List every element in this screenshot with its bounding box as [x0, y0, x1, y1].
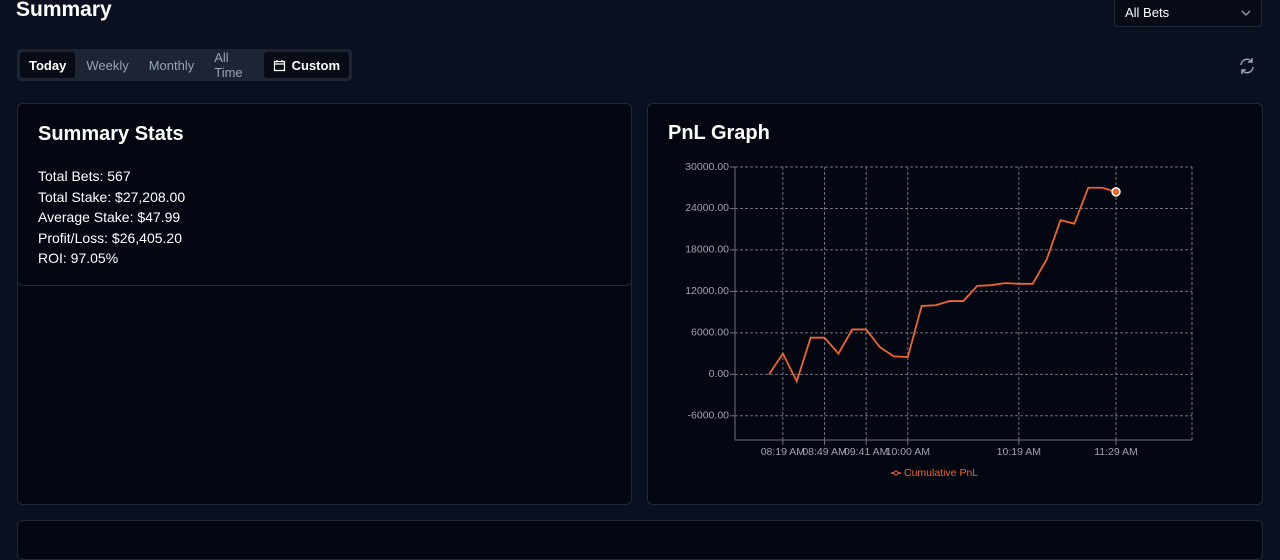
calendar-icon: [273, 59, 285, 71]
chart-title: PnL Graph: [668, 122, 770, 144]
period-tab[interactable]: Monthly: [140, 52, 204, 78]
x-tick-label: 08:19 AM: [761, 446, 805, 458]
stat-line: Average Stake: $47.99: [38, 209, 181, 225]
y-tick-label: 30000.00: [685, 161, 729, 173]
x-tick-label: 08:49 AM: [802, 446, 846, 458]
y-tick-label: 24000.00: [685, 202, 729, 214]
x-tick-label: 10:19 AM: [997, 446, 1041, 458]
stats-title: Summary Stats: [38, 123, 184, 145]
y-tick-label: 6000.00: [691, 327, 729, 339]
tab-label: Today: [29, 57, 67, 73]
tab-label: All Time: [214, 50, 243, 80]
period-tab[interactable]: All Time: [205, 50, 261, 80]
bet-filter-dropdown[interactable]: All Bets: [1114, 0, 1262, 27]
calendar-shape: [273, 59, 285, 71]
page-title: Summary: [16, 0, 112, 21]
x-tick-label: 09:41 AM: [844, 446, 888, 458]
stats-list: Total Bets: 567 Total Stake: $27,208.00 Av…: [38, 166, 185, 269]
period-tabs: Today Weekly Monthly All Time Custom: [17, 49, 352, 81]
tab-label: Weekly: [86, 57, 129, 73]
period-tab[interactable]: Weekly: [77, 52, 137, 78]
refresh-button[interactable]: [1237, 56, 1257, 76]
bottom-card: [17, 520, 1263, 560]
y-tick-label: 18000.00: [685, 244, 729, 256]
page: Summary All Bets Today Weekly Monthly All T…: [16, 0, 1263, 560]
tab-label: Monthly: [148, 57, 195, 73]
y-tick-label: -6000.00: [688, 410, 730, 422]
stat-line: Total Bets: 567: [38, 168, 131, 184]
x-tick-label: 11:29 AM: [1094, 446, 1138, 458]
chart: -6000.00 0.00 6000.00 12000.00 18000.00 24000…: [685, 161, 1193, 479]
chevron-icon: [1241, 10, 1251, 16]
period-tab[interactable]: Today: [20, 52, 76, 78]
last-point: [1111, 187, 1121, 197]
series-line: [768, 186, 1117, 384]
stat-line: Total Stake: $27,208.00: [38, 188, 186, 205]
stats-box: [17, 103, 632, 286]
pnl-card: [647, 103, 1263, 505]
stat-line: Profit/Loss: $26,405.20: [38, 229, 182, 246]
stat-line: ROI: 97.05%: [38, 250, 119, 266]
dropdown-value: All Bets: [1125, 5, 1170, 20]
period-tab[interactable]: Custom: [263, 52, 349, 78]
y-tick-label: 12000.00: [685, 285, 729, 297]
tab-label: Custom: [291, 57, 340, 73]
x-tick-label: 10:00 AM: [886, 446, 930, 458]
y-tick-label: 0.00: [709, 368, 730, 380]
legend-label: Cumulative PnL: [904, 467, 978, 479]
legend-swatch: [893, 470, 899, 476]
